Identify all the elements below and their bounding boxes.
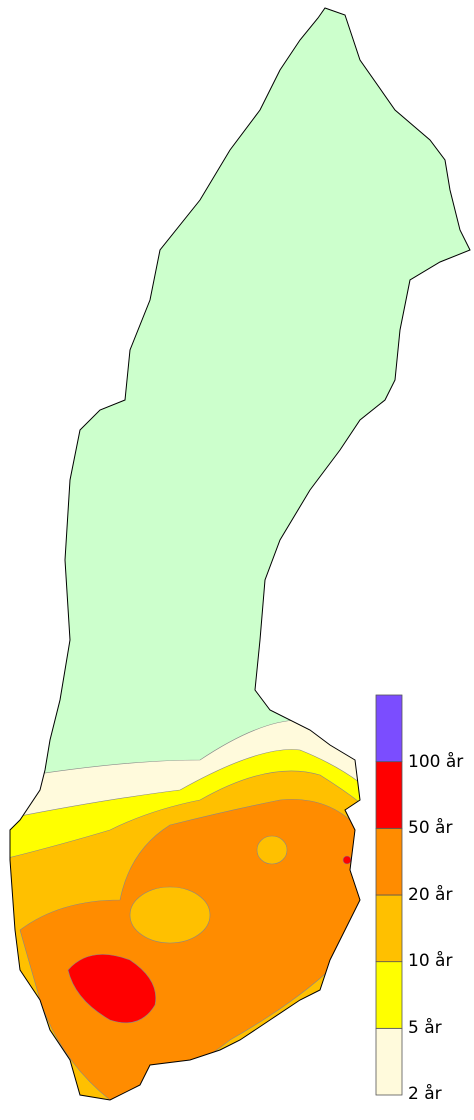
- legend: 100 år 50 år 20 år 10 år 5 år 2 år: [375, 694, 463, 1104]
- legend-swatch: [375, 1027, 403, 1096]
- legend-swatch: [375, 961, 403, 1029]
- legend-label: 10 år: [408, 950, 452, 971]
- zone-10-inner: [129, 886, 211, 944]
- legend-swatch: [375, 761, 403, 829]
- legend-label: 20 år: [408, 884, 452, 905]
- legend-swatch: [375, 694, 403, 763]
- zone-50: [342, 855, 352, 865]
- legend-swatch: [375, 894, 403, 963]
- legend-label: 2 år: [408, 1083, 442, 1104]
- legend-label: 100 år: [408, 751, 463, 772]
- zone-50: [67, 954, 157, 1024]
- zone-10-inner: [256, 835, 288, 865]
- legend-label: 5 år: [408, 1017, 442, 1038]
- legend-swatch: [375, 827, 403, 896]
- legend-label: 50 år: [408, 817, 452, 838]
